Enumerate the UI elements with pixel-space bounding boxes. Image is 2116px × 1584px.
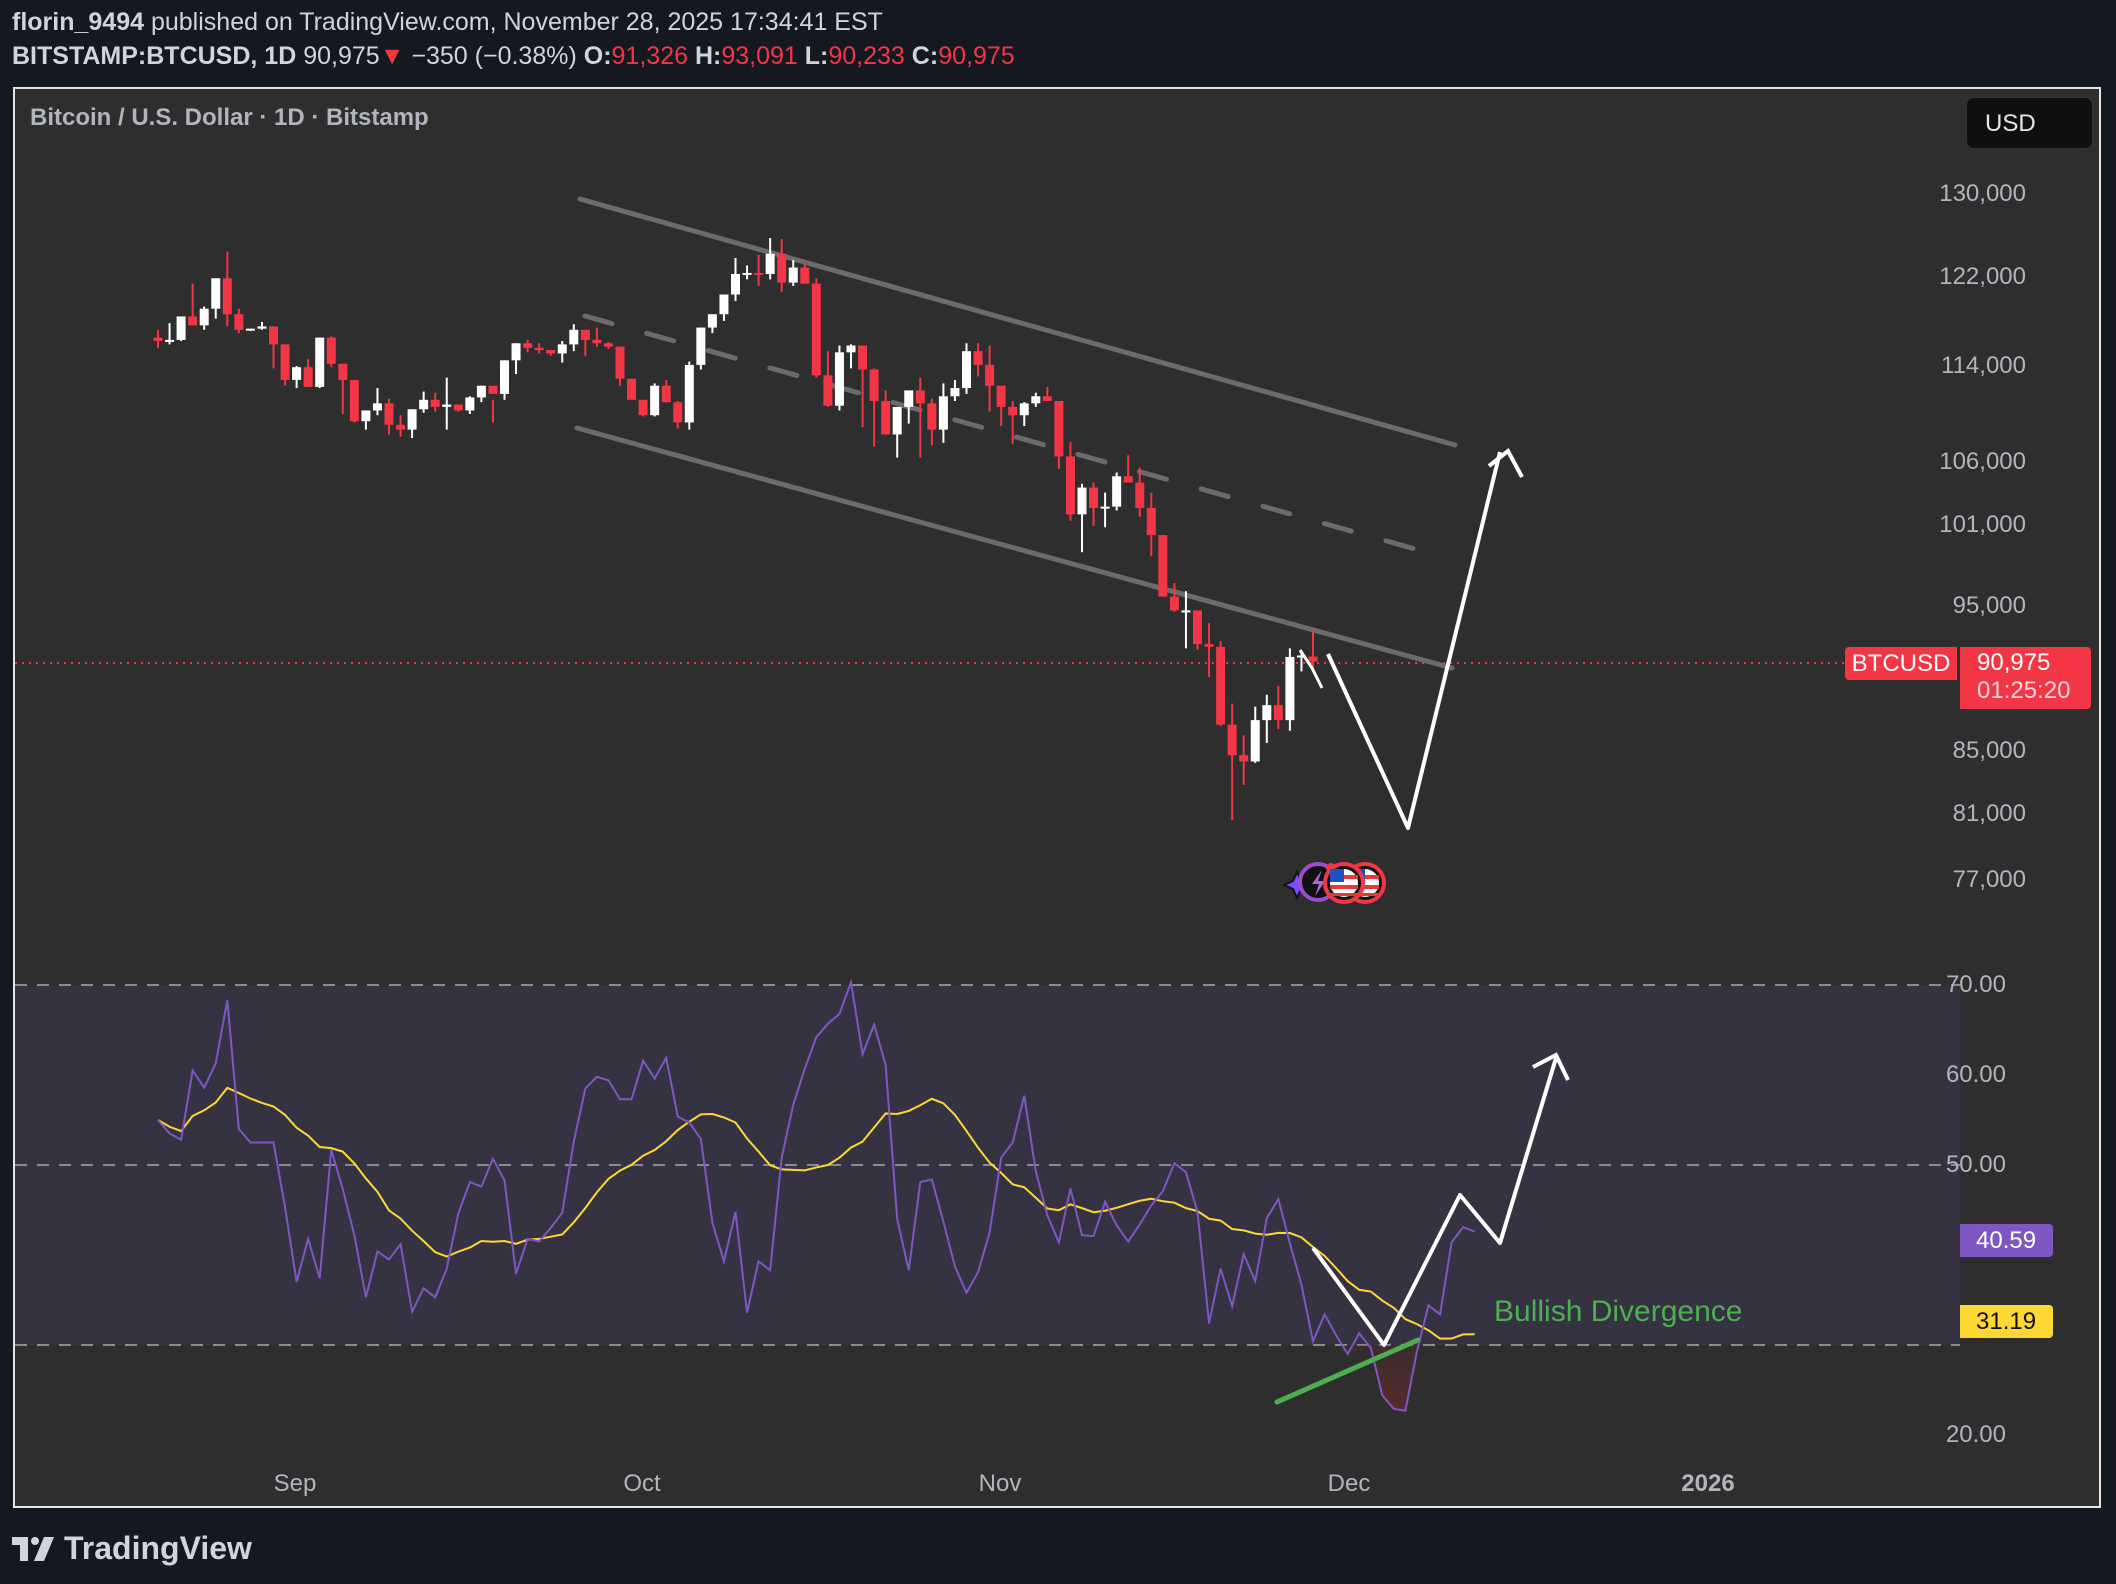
high-value: 93,091 bbox=[721, 42, 798, 70]
rsi-value-label: 40.59 bbox=[1960, 1224, 2053, 1257]
publish-text: published on TradingView.com, November 2… bbox=[150, 8, 883, 36]
price-tick-label: 85,000 bbox=[1952, 737, 2026, 764]
time-tick-label: Nov bbox=[978, 1470, 1022, 1497]
bullish-divergence-line[interactable] bbox=[1274, 1337, 1421, 1405]
down-arrow-icon: ▼ bbox=[379, 42, 405, 70]
rsi-ma-value-label: 31.19 bbox=[1960, 1305, 2053, 1338]
symbol-info: BITSTAMP:BTCUSD, 1D 90,975▼ −350 (−0.38%… bbox=[12, 42, 1015, 71]
open-label: O: bbox=[583, 42, 612, 70]
time-tick-label: Sep bbox=[273, 1470, 317, 1497]
bar-countdown: 01:25:20 bbox=[1977, 677, 2071, 704]
last-price: 90,975 bbox=[303, 42, 380, 70]
price-projection-arrow[interactable] bbox=[1298, 447, 1524, 830]
price-tick-label: 81,000 bbox=[1952, 800, 2026, 827]
rsi-tick-label: 50.00 bbox=[1945, 1151, 2006, 1178]
price-tick-label: 77,000 bbox=[1952, 866, 2026, 893]
symbol-price-tag: BTCUSD bbox=[1845, 647, 1957, 680]
rsi-ma-line bbox=[157, 1086, 1475, 1340]
rsi-line bbox=[157, 978, 1476, 1412]
publish-info: florin_9494 published on TradingView.com… bbox=[12, 8, 883, 37]
price-tick-label: 95,000 bbox=[1952, 592, 2026, 619]
price-tick-label: 122,000 bbox=[1939, 263, 2026, 290]
high-label: H: bbox=[694, 42, 722, 70]
last-price-label: 90,975 01:25:20 bbox=[1960, 647, 2091, 709]
time-tick-label: 2026 bbox=[1681, 1470, 1735, 1497]
price-tick-label: 106,000 bbox=[1939, 448, 2026, 475]
price-tick-label: 114,000 bbox=[1941, 352, 2026, 379]
rsi-guide-lines bbox=[15, 984, 1960, 1346]
last-price-value: 90,975 bbox=[1977, 649, 2051, 676]
event-icons[interactable] bbox=[1281, 862, 1386, 904]
descending-channel-drawing[interactable] bbox=[574, 196, 1458, 671]
chart-title: Bitcoin / U.S. Dollar · 1D · Bitstamp bbox=[30, 104, 429, 131]
price-change: −350 (−0.38%) bbox=[411, 42, 577, 70]
time-tick-label: Oct bbox=[623, 1470, 661, 1497]
low-label: L: bbox=[804, 42, 829, 70]
close-label: C: bbox=[911, 42, 939, 70]
rsi-oversold-fill bbox=[1341, 1345, 1423, 1411]
tradingview-logo-icon bbox=[12, 1536, 54, 1561]
candlestick-series bbox=[153, 238, 1318, 821]
open-value: 91,326 bbox=[611, 42, 688, 70]
close-value: 90,975 bbox=[938, 42, 1015, 70]
us-flag-event-icon-2[interactable] bbox=[1323, 862, 1365, 904]
low-value: 90,233 bbox=[828, 42, 905, 70]
currency-button[interactable]: USD bbox=[1966, 97, 2093, 149]
rsi-tick-label: 70.00 bbox=[1945, 971, 2006, 998]
rsi-tick-label: 20.00 bbox=[1945, 1421, 2006, 1448]
bullish-divergence-label: Bullish Divergence bbox=[1494, 1295, 1743, 1328]
symbol-label: BITSTAMP:BTCUSD, 1D bbox=[12, 42, 297, 70]
tradingview-logo[interactable]: TradingView bbox=[12, 1530, 252, 1567]
time-tick-label: Dec bbox=[1327, 1470, 1371, 1497]
price-tick-label: 101,000 bbox=[1939, 511, 2026, 538]
tradingview-logo-text: TradingView bbox=[64, 1530, 252, 1566]
rsi-projection-arrow[interactable] bbox=[1311, 1052, 1570, 1347]
rsi-tick-label: 60.00 bbox=[1945, 1061, 2006, 1088]
author-name[interactable]: florin_9494 bbox=[12, 8, 145, 36]
price-tick-label: 130,000 bbox=[1939, 180, 2026, 207]
